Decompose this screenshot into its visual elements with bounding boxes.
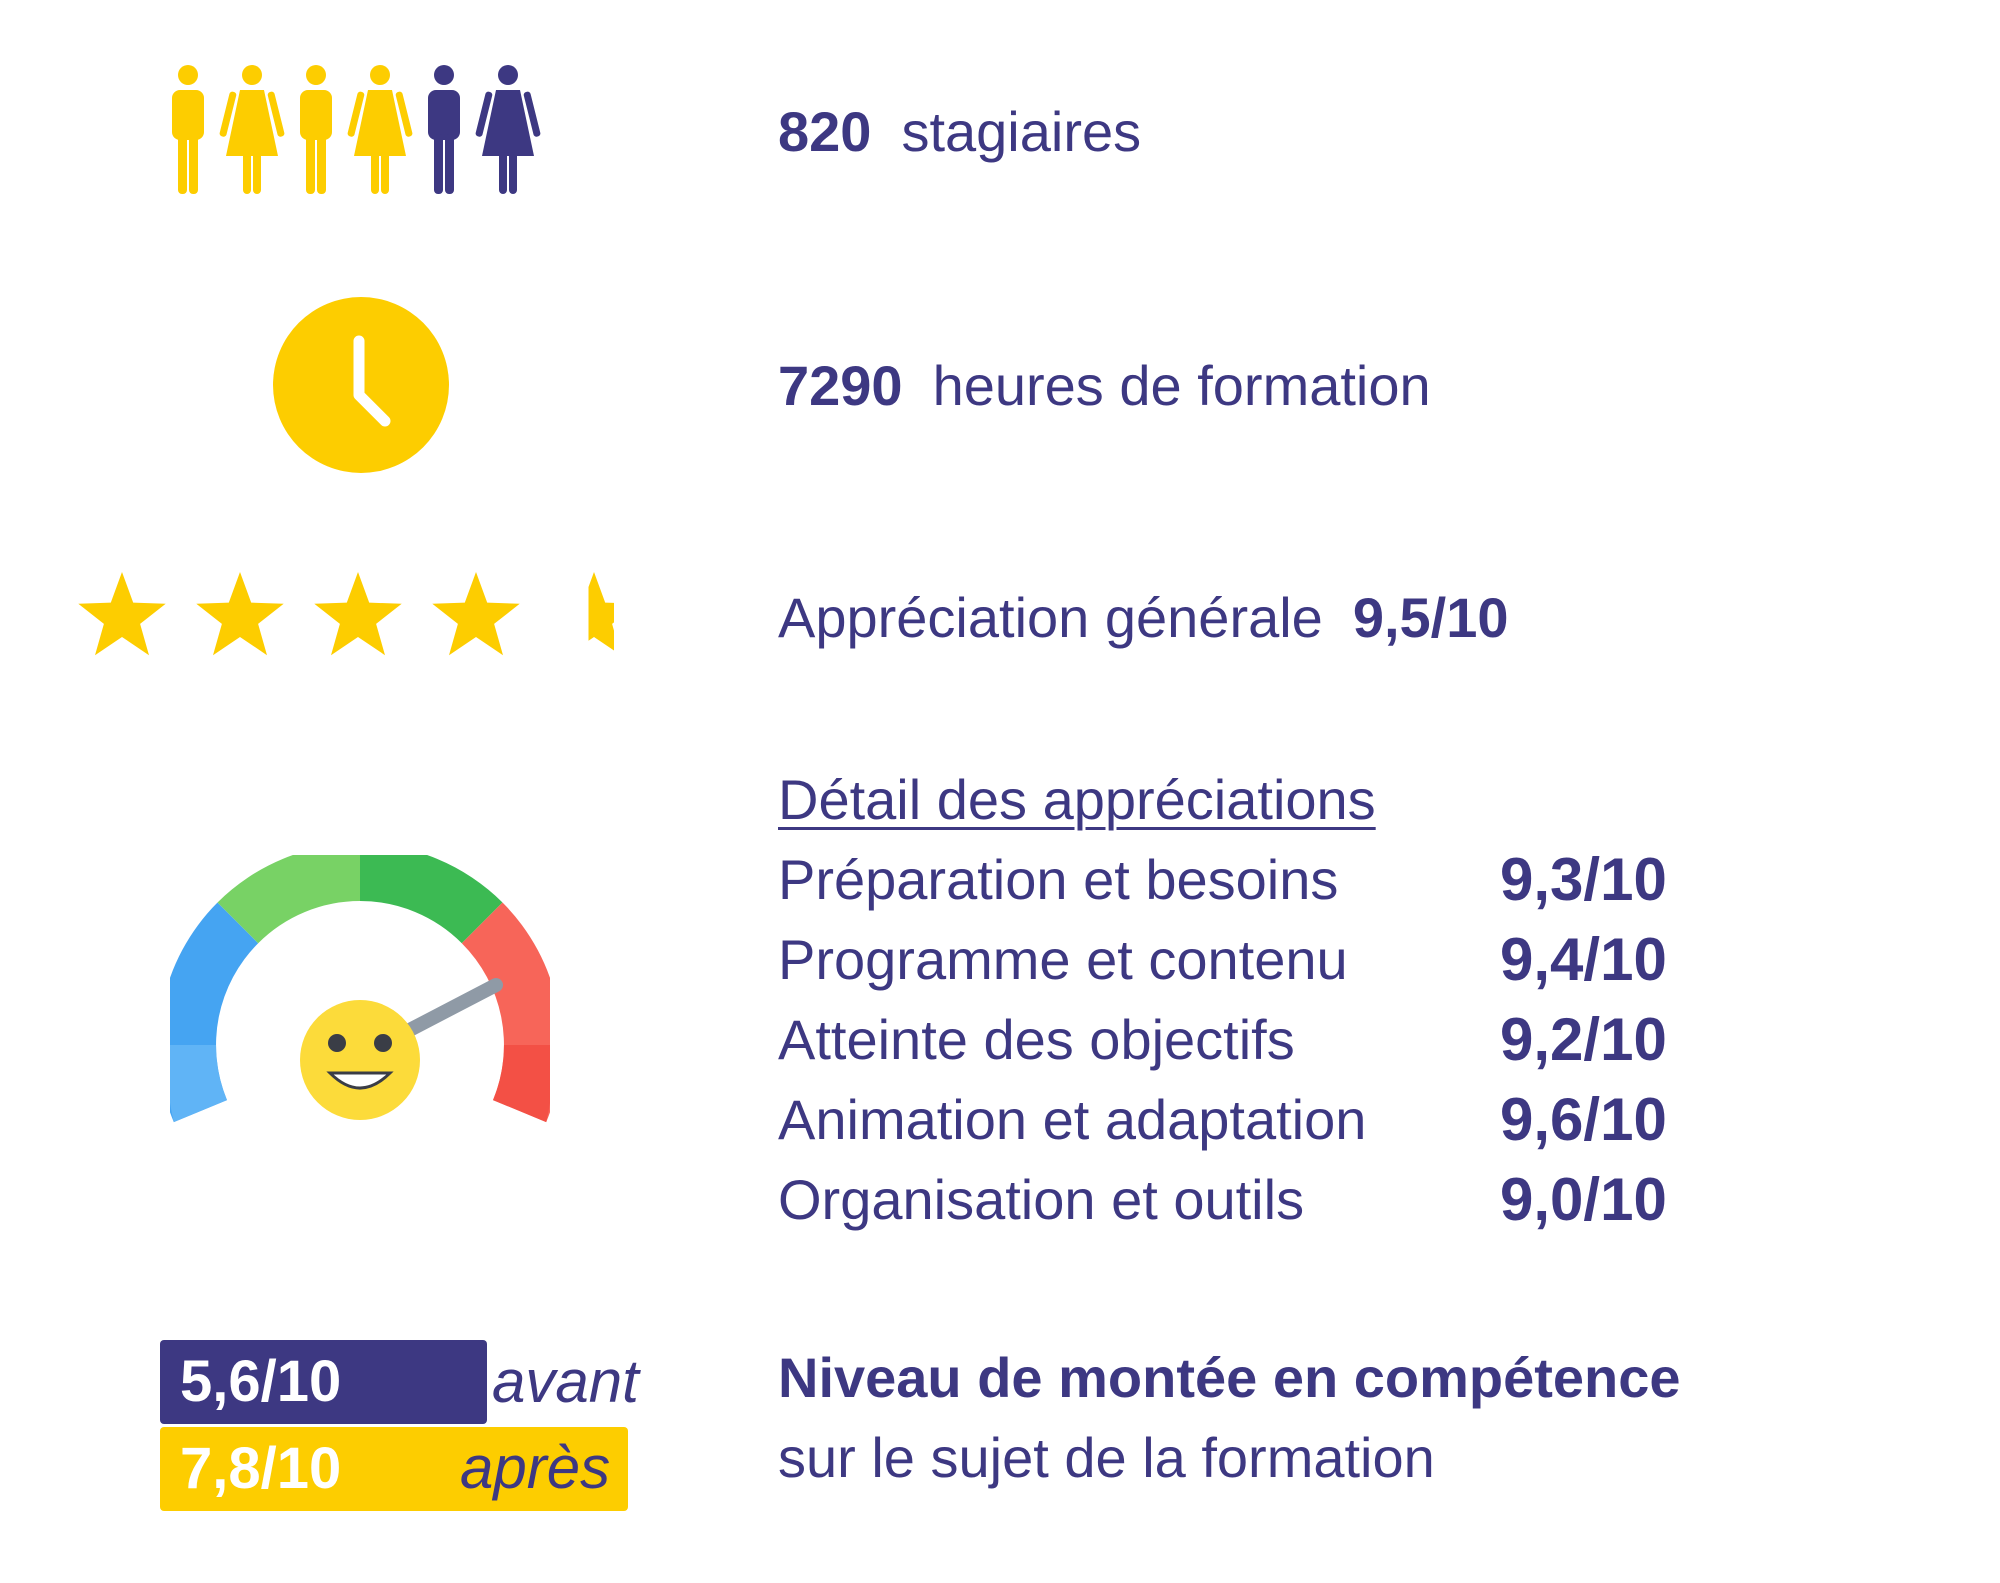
gauge-green-segment [217,855,360,944]
hours-count: 7290 [778,354,903,417]
overall-label: Appréciation générale [778,586,1323,649]
trainees-line: 820 stagiaires [778,104,1141,160]
before-label: avant [492,1348,639,1415]
criterion-score: 9,2/10 [1500,1006,1667,1073]
details-title: Détail des appréciations [778,768,1376,831]
criterion-score: 9,4/10 [1500,926,1667,993]
smiley-icon [300,1000,420,1120]
criterion-label: Animation et adaptation [778,1088,1367,1151]
rating-stars-icon [78,572,614,656]
criterion-label: Organisation et outils [778,1168,1305,1231]
after-bar: 7,8/10 [160,1427,628,1511]
skills-subtitle: sur le sujet de la formation [778,1426,1435,1489]
star-icon [78,572,166,656]
clock-icon [273,297,449,473]
person-male-icon [300,65,332,194]
satisfaction-gauge-icon [170,855,550,1123]
star-icon [432,572,520,656]
criterion-label: Préparation et besoins [778,848,1339,911]
after-label: après [460,1434,611,1501]
person-female-icon [219,65,285,194]
half-star-icon [588,572,614,651]
criterion-score: 9,6/10 [1500,1086,1667,1153]
person-female-icon [475,65,541,194]
trainees-count: 820 [778,100,872,163]
star-icon [196,572,284,656]
hours-line: 7290 heures de formation [778,358,1431,414]
before-bar: 5,6/10 [160,1340,487,1424]
criterion-label: Programme et contenu [778,928,1348,991]
person-female-icon [347,65,413,194]
overall-line: Appréciation générale 9,5/10 [778,590,1509,646]
gauge-darkgreen-segment [360,855,503,944]
overall-score: 9,5/10 [1352,586,1509,649]
before-score: 5,6/10 [180,1349,342,1414]
person-male-icon [428,65,460,194]
star-icon [314,572,402,656]
criterion-score: 9,0/10 [1500,1166,1667,1233]
trainees-label: stagiaires [901,100,1142,163]
hours-label: heures de formation [932,354,1431,417]
people-icon [172,65,541,194]
person-male-icon [172,65,204,194]
after-score: 7,8/10 [180,1436,342,1501]
gauge-needle [393,978,503,1042]
criterion-label: Atteinte des objectifs [778,1008,1295,1071]
criterion-score: 9,3/10 [1500,846,1667,913]
skills-title: Niveau de montée en compétence [778,1346,1681,1409]
